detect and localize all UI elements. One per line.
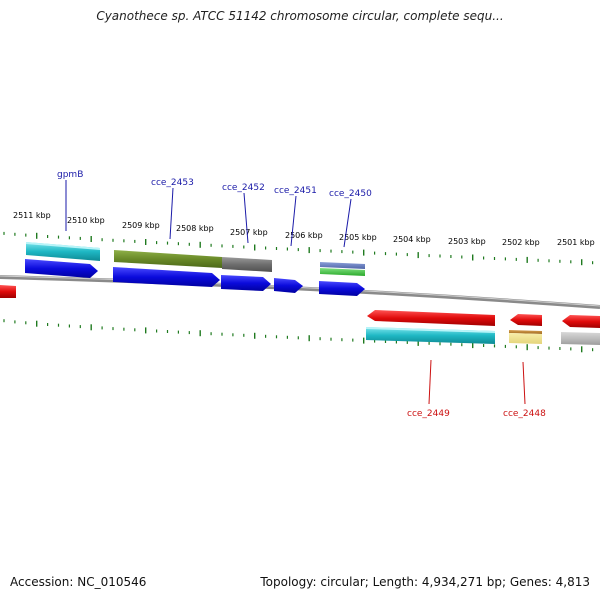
ruler-label: 2507 kbp	[230, 228, 268, 237]
bottom-gene-labels: cce_2449 cce_2448	[407, 359, 546, 419]
gene-feature-cce_2450-green[interactable]	[320, 268, 365, 276]
map-title: Cyanothece sp. ATCC 51142 chromosome cir…	[96, 9, 504, 23]
reverse-annotation-track	[366, 327, 600, 345]
gene-feature-edge-right[interactable]	[561, 332, 600, 345]
gene-label-cce_2453[interactable]: cce_2453	[151, 178, 194, 188]
gene-label-cce_2450[interactable]: cce_2450	[329, 189, 372, 199]
ruler-label: 2508 kbp	[176, 224, 214, 233]
gene-label-gpmB[interactable]: gpmB	[57, 170, 83, 180]
gene-feature-cce_2448[interactable]	[509, 333, 542, 344]
reverse-gene-arrow-cce_2449[interactable]	[367, 310, 495, 326]
reverse-gene-arrow-edge[interactable]	[0, 285, 16, 298]
ruler-label: 2503 kbp	[448, 237, 486, 246]
chromosome-backbone	[0, 275, 600, 309]
forward-gene-arrow-cce_2451[interactable]	[274, 278, 303, 293]
gene-feature-cce_2453[interactable]	[114, 250, 222, 268]
forward-gene-arrow-cce_2452[interactable]	[221, 275, 271, 291]
ruler-label: 2502 kbp	[502, 238, 540, 247]
ruler-label: 2511 kbp	[13, 211, 51, 220]
forward-gene-arrow-cce_2450[interactable]	[319, 281, 365, 296]
bottom-scale-ticks	[3, 319, 594, 353]
forward-gene-arrow-gpmB[interactable]	[25, 259, 98, 278]
ruler-label: 2509 kbp	[122, 221, 160, 230]
ruler-label: 2501 kbp	[557, 238, 595, 247]
ruler-label: 2506 kbp	[285, 231, 323, 240]
ruler-label: 2505 kbp	[339, 233, 377, 242]
gene-label-cce_2449[interactable]: cce_2449	[407, 409, 450, 419]
gene-label-cce_2452[interactable]: cce_2452	[222, 183, 265, 193]
forward-gene-track	[25, 259, 365, 296]
gene-label-cce_2448[interactable]: cce_2448	[503, 409, 546, 419]
forward-annotation-track	[26, 242, 365, 276]
ruler-label: 2510 kbp	[67, 216, 105, 225]
ruler-label: 2504 kbp	[393, 235, 431, 244]
top-scale-ticks	[3, 231, 594, 266]
gene-feature-cce_2450-steel[interactable]	[320, 262, 365, 269]
summary-text: Topology: circular; Length: 4,934,271 bp…	[260, 575, 590, 589]
gene-feature-cce_2448-top[interactable]	[509, 330, 542, 334]
forward-gene-arrow-cce_2453[interactable]	[113, 267, 220, 287]
top-gene-labels: gpmB cce_2453 cce_2452 cce_2451 cce_2450	[57, 170, 372, 248]
reverse-gene-arrow-edge-right[interactable]	[562, 315, 600, 328]
reverse-gene-arrow-cce_2448[interactable]	[510, 314, 542, 326]
gene-feature-cce_2452[interactable]	[222, 257, 272, 272]
gene-label-cce_2451[interactable]: cce_2451	[274, 186, 317, 196]
accession-text: Accession: NC_010546	[10, 575, 147, 589]
reverse-gene-track	[367, 310, 600, 328]
kbp-ruler: 2511 kbp 2510 kbp 2509 kbp 2508 kbp 2507…	[13, 211, 595, 247]
